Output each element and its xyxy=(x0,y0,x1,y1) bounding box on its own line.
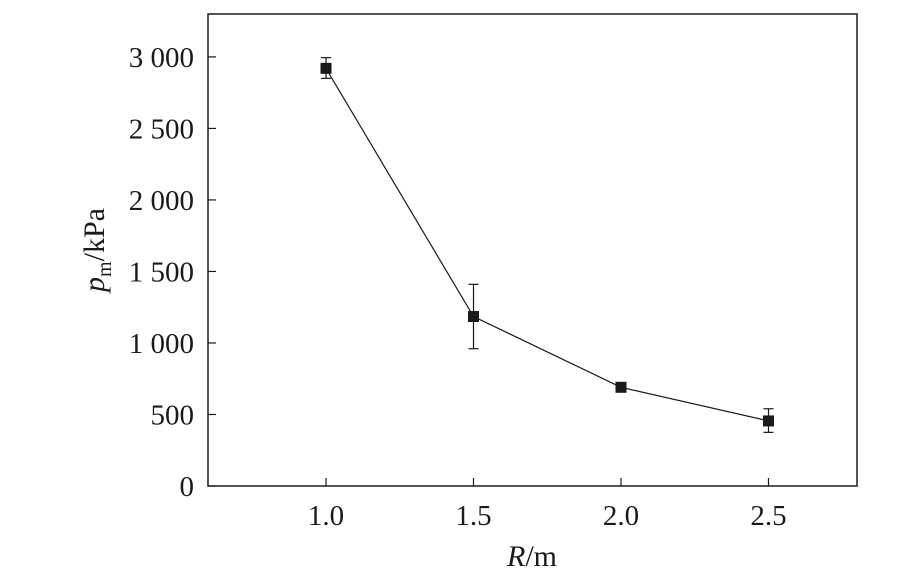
y-tick-label: 500 xyxy=(151,399,195,431)
y-tick-label: 3 000 xyxy=(129,42,194,74)
x-tick-label: 1.0 xyxy=(308,500,344,532)
y-tick-label: 2 000 xyxy=(129,185,194,217)
x-tick-label: 2.0 xyxy=(603,500,639,532)
x-tick-label: 1.5 xyxy=(455,500,491,532)
y-axis-label: pm/kPa xyxy=(78,208,116,294)
y-tick-label: 1 000 xyxy=(129,328,194,360)
data-point-marker xyxy=(763,415,774,427)
series-line xyxy=(325,68,769,422)
y-tick-label: 2 500 xyxy=(129,113,194,145)
x-axis-ticks: 1.0 1.5 2.0 2.5 xyxy=(308,478,787,532)
plot-frame xyxy=(207,13,858,487)
data-point-marker xyxy=(615,381,627,393)
y-axis-ticks: 0 500 1 000 1 500 2 000 2 500 3 000 xyxy=(129,42,216,503)
data-series xyxy=(320,57,774,433)
x-axis-label-symbol: R xyxy=(506,540,525,573)
data-point-marker xyxy=(320,62,332,74)
y-tick-label: 0 xyxy=(180,471,195,503)
y-axis-label-symbol: p xyxy=(78,277,111,294)
x-axis-label-unit: /m xyxy=(525,540,557,573)
x-axis-label: R/m xyxy=(506,540,557,573)
x-tick-label: 2.5 xyxy=(750,500,786,532)
data-point-marker xyxy=(468,311,479,323)
y-tick-label: 1 500 xyxy=(129,256,194,288)
y-axis-label-unit: /kPa xyxy=(78,208,111,261)
y-axis-label-subscript: m xyxy=(94,261,116,277)
